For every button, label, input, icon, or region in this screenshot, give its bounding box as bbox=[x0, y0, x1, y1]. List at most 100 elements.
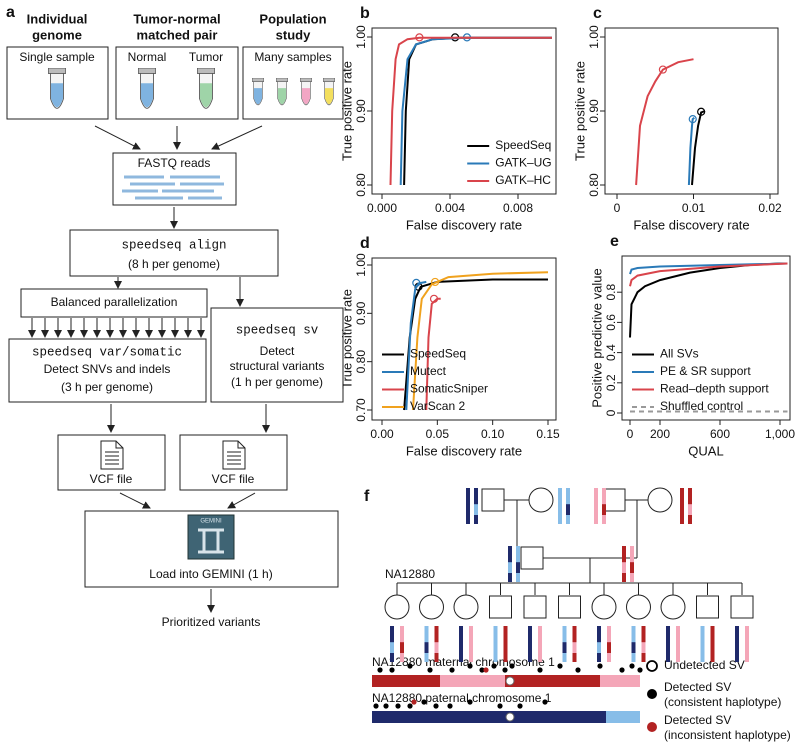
proband-label: NA12880 bbox=[385, 567, 435, 581]
x-tick-label: 1,000 bbox=[765, 427, 795, 441]
chromosome-segment bbox=[372, 675, 440, 687]
sv-dot bbox=[447, 703, 453, 709]
chromosome-band bbox=[558, 504, 562, 515]
y-tick-label: 0 bbox=[604, 409, 618, 416]
chromosome-band bbox=[735, 642, 739, 653]
chromosome-band bbox=[528, 642, 532, 653]
threshold-point bbox=[412, 278, 421, 287]
female bbox=[384, 594, 410, 620]
plot-frame bbox=[604, 27, 779, 195]
sv-dot bbox=[449, 667, 455, 673]
plot-frame bbox=[621, 255, 791, 421]
sv-dot bbox=[537, 667, 543, 673]
legend-label: SomaticSniper bbox=[410, 382, 488, 396]
sample-label: Normal bbox=[128, 50, 167, 64]
curve bbox=[629, 262, 788, 338]
align-box bbox=[69, 229, 279, 277]
panel-label: e bbox=[610, 233, 619, 250]
time: (8 h per genome) bbox=[128, 257, 220, 271]
male bbox=[489, 595, 512, 619]
chromosome-band bbox=[474, 504, 478, 515]
threshold-point bbox=[697, 107, 706, 116]
reads-label: FASTQ reads bbox=[138, 156, 211, 170]
arrow bbox=[211, 125, 263, 150]
female bbox=[591, 594, 617, 620]
y-axis-title: True positive rate bbox=[572, 61, 587, 161]
female bbox=[660, 594, 686, 620]
curve bbox=[405, 280, 427, 411]
sv-dot bbox=[373, 703, 379, 709]
chromosome-segment bbox=[440, 675, 505, 687]
curve bbox=[389, 36, 552, 186]
chromosome-band bbox=[400, 642, 404, 653]
y-tick-label: 0.70 bbox=[354, 398, 368, 422]
chromosome-band bbox=[666, 642, 670, 653]
command: speedseq sv bbox=[236, 323, 319, 337]
input-title: Population bbox=[259, 11, 326, 26]
sv-dot bbox=[427, 667, 433, 673]
desc: structural variants bbox=[230, 359, 325, 373]
desc: Detect bbox=[260, 344, 295, 358]
chromosome-band bbox=[572, 642, 577, 653]
sv-box bbox=[210, 307, 344, 403]
male bbox=[481, 488, 505, 512]
time: (3 h per genome) bbox=[61, 380, 153, 394]
arrows bbox=[28, 318, 205, 338]
y-tick-label: 0.80 bbox=[587, 173, 601, 197]
chromosome-segment bbox=[606, 711, 640, 723]
male bbox=[602, 488, 626, 512]
input-title: Tumor-normal bbox=[133, 11, 220, 26]
chromosome-band bbox=[641, 642, 646, 653]
centromere bbox=[505, 676, 515, 686]
y-tick-label: 0.90 bbox=[587, 99, 601, 123]
chromosome-band bbox=[434, 642, 439, 653]
legend-label: (consistent haplotype) bbox=[664, 695, 781, 709]
male bbox=[520, 546, 544, 570]
x-tick-label: 0.05 bbox=[426, 427, 450, 441]
sv-dot bbox=[389, 667, 395, 673]
chromosome-band bbox=[466, 504, 470, 515]
sv-dot bbox=[421, 699, 427, 705]
legend-label: Detected SV bbox=[664, 713, 731, 727]
x-tick-label: 0.01 bbox=[682, 201, 706, 215]
chromosome-band bbox=[745, 642, 749, 653]
threshold-point bbox=[415, 33, 424, 42]
desc: Detect SNVs and indels bbox=[44, 362, 171, 376]
female bbox=[528, 487, 554, 513]
y-axis-title: Positive predictive value bbox=[589, 268, 604, 407]
sample-label: Single sample bbox=[19, 50, 95, 64]
legend-symbol bbox=[647, 722, 657, 732]
y-tick-label: 0.90 bbox=[354, 99, 368, 123]
chromosome-band bbox=[688, 504, 692, 515]
chromosome-segment bbox=[600, 675, 640, 687]
legend-label: GATK–UG bbox=[495, 156, 551, 170]
female bbox=[626, 594, 651, 620]
legend-label: SpeedSeq bbox=[410, 347, 466, 361]
sv-dot bbox=[411, 699, 417, 705]
x-tick-label: 0.000 bbox=[367, 201, 397, 215]
male bbox=[558, 595, 581, 619]
legend-symbol bbox=[647, 689, 657, 699]
y-axis-title: True positive rate bbox=[339, 61, 354, 161]
x-tick-label: 0.008 bbox=[503, 201, 533, 215]
threshold-point bbox=[429, 294, 439, 303]
chart: b 0.000 0.004 0.008 0.80 0.90 1.00 False discov… bbox=[339, 5, 557, 232]
y-tick-label: 0.4 bbox=[604, 344, 618, 361]
chromosome-band bbox=[630, 562, 634, 573]
chromosome-band bbox=[680, 504, 684, 515]
input-title: Individual bbox=[27, 11, 88, 26]
chromosome-band bbox=[516, 562, 520, 573]
legend-label: SpeedSeq bbox=[495, 138, 551, 152]
vcf-label: VCF file bbox=[90, 472, 133, 486]
chromosome-band bbox=[469, 642, 473, 653]
chromosome-label: NA12880 maternal chromosome 1 bbox=[372, 655, 555, 669]
legend-label: Undetected SV bbox=[664, 658, 745, 672]
gemini-logo-text: GEMINI bbox=[200, 519, 222, 525]
chromosome-band bbox=[594, 504, 598, 515]
gemini-glyph bbox=[198, 528, 224, 554]
sv-dot bbox=[637, 667, 643, 673]
y-tick-label: 0.90 bbox=[354, 301, 368, 325]
arrow bbox=[227, 492, 256, 509]
sv-dot bbox=[542, 699, 548, 705]
